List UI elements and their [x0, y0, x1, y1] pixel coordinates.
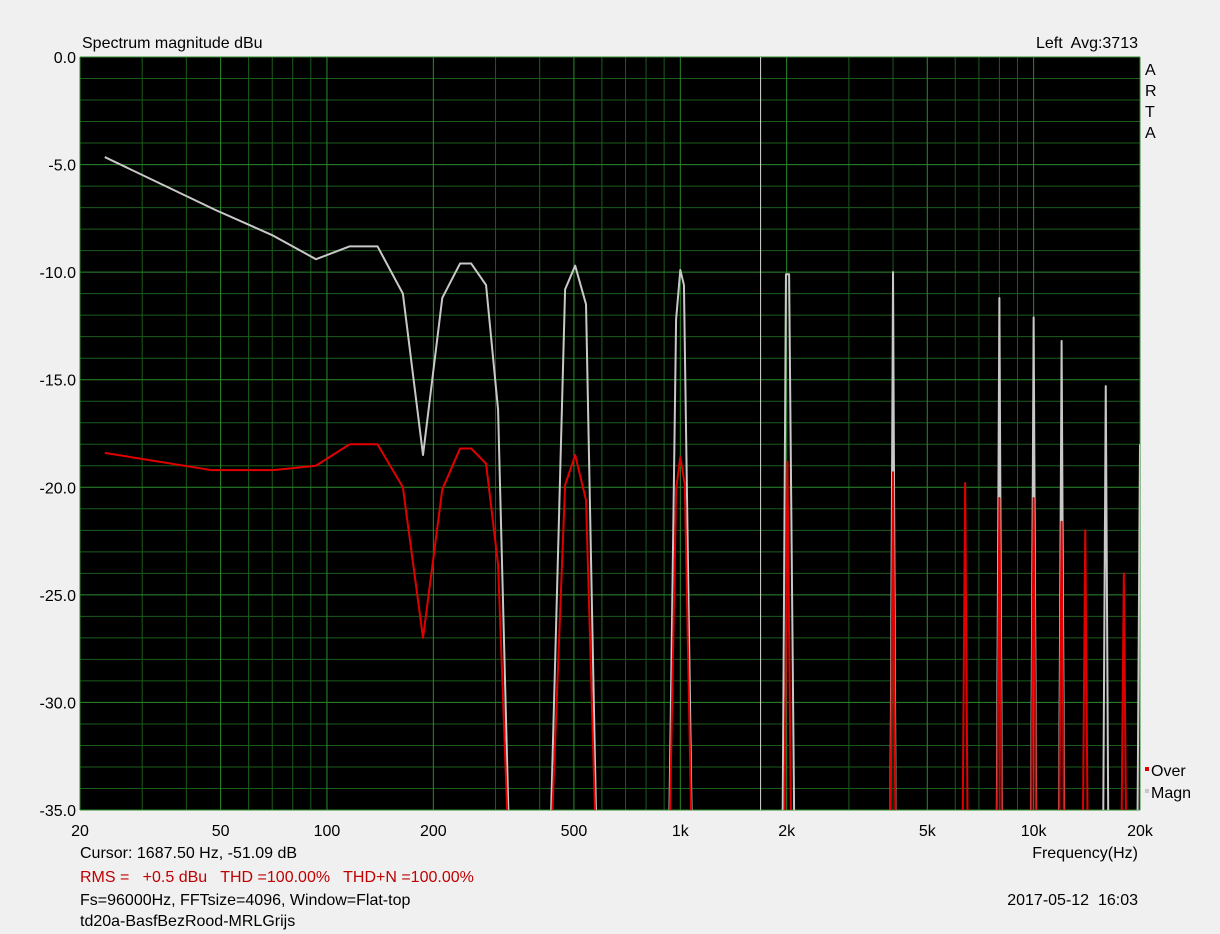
settings: Fs=96000Hz, FFTsize=4096, Window=Flat-to… — [80, 892, 410, 909]
channel-label: Left Avg:3713 — [1036, 35, 1138, 52]
y-tick-label: -10.0 — [40, 265, 77, 282]
plot-area — [80, 57, 1140, 810]
y-tick-label: 0.0 — [54, 50, 76, 67]
x-tick-label: 10k — [1021, 823, 1048, 840]
series-line — [104, 443, 1127, 810]
x-tick-label: 2k — [778, 823, 796, 840]
side-letter: T — [1145, 104, 1155, 121]
y-tick-label: -35.0 — [40, 803, 77, 820]
timestamp: 2017-05-12 16:03 — [1007, 892, 1138, 909]
side-letter: A — [1145, 125, 1156, 142]
legend-label: Over — [1151, 763, 1186, 780]
x-tick-label: 500 — [561, 823, 588, 840]
x-tick-label: 20 — [71, 823, 89, 840]
side-letter: A — [1145, 62, 1156, 79]
x-tick-label: 200 — [420, 823, 447, 840]
x-tick-label: 1k — [672, 823, 690, 840]
x-tick-label: 50 — [212, 823, 230, 840]
measurement: RMS = +0.5 dBu THD =100.00% THD+N =100.0… — [80, 869, 474, 886]
series-line — [104, 156, 1140, 810]
y-tick-label: -30.0 — [40, 695, 77, 712]
x-axis-label: Frequency(Hz) — [1032, 845, 1138, 862]
chart-title: Spectrum magnitude dBu — [82, 35, 263, 52]
legend-swatch — [1145, 789, 1149, 793]
y-tick-label: -20.0 — [40, 480, 77, 497]
y-tick-label: -5.0 — [48, 158, 76, 175]
side-letter: R — [1145, 83, 1157, 100]
x-tick-label: 100 — [314, 823, 341, 840]
file-name: td20a-BasfBezRood-MRLGrijs — [80, 913, 295, 930]
legend-swatch — [1145, 767, 1149, 771]
x-tick-label: 5k — [919, 823, 937, 840]
x-tick-label: 20k — [1127, 823, 1154, 840]
y-tick-label: -25.0 — [40, 588, 77, 605]
cursor-readout: Cursor: 1687.50 Hz, -51.09 dB — [80, 845, 297, 862]
legend-label: Magn — [1151, 785, 1191, 802]
plot-marks — [104, 57, 1140, 810]
y-tick-label: -15.0 — [40, 373, 77, 390]
